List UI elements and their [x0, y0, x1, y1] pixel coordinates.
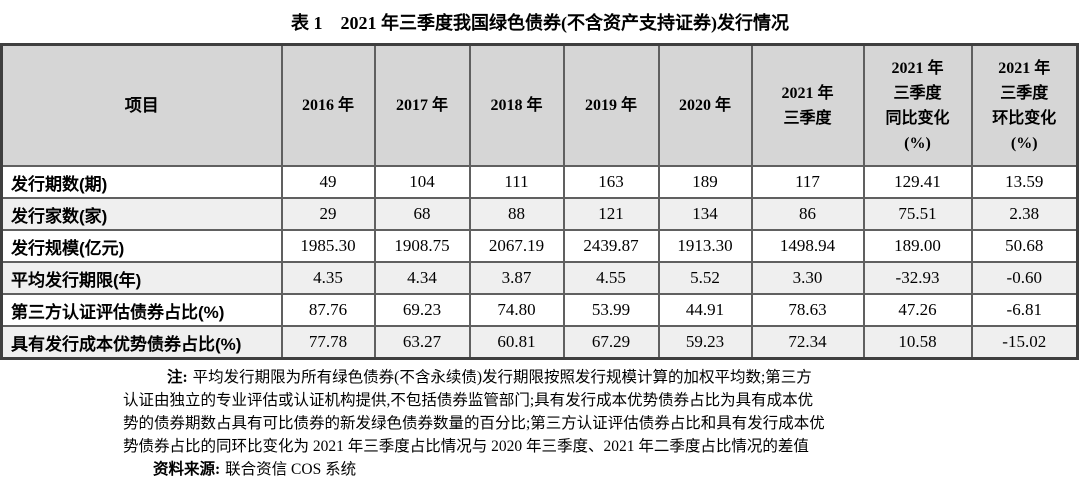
col-header-2018: 2018 年	[468, 43, 565, 167]
value-cell: 78.63	[750, 293, 865, 327]
value-cell: 59.23	[657, 325, 753, 360]
value-cell: -32.93	[862, 261, 973, 295]
value-cell: 49	[280, 165, 376, 199]
value-cell: 10.58	[862, 325, 973, 360]
value-cell: 86	[750, 197, 865, 231]
value-cell: 5.52	[657, 261, 753, 295]
value-cell: 189	[657, 165, 753, 199]
source-line: 资料来源: 联合资信 COS 系统	[123, 458, 1080, 481]
table-notes: 注: 平均发行期限为所有绿色债券(不含永续债)发行期限按照发行规模计算的加权平均数…	[123, 366, 1080, 481]
col-header-2020: 2020 年	[657, 43, 753, 167]
value-cell: 111	[468, 165, 565, 199]
row-label: 平均发行期限(年)	[0, 261, 283, 295]
col-header-2021-q3-qoq-change: 2021 年 三季度 环比变化 (%)	[970, 43, 1079, 167]
value-cell: 88	[468, 197, 565, 231]
note-line: 势债券占比的同环比变化为 2021 年三季度占比情况与 2020 年三季度、20…	[123, 438, 809, 455]
row-label: 发行期数(期)	[0, 165, 283, 199]
value-cell: 4.35	[280, 261, 376, 295]
value-cell: 68	[373, 197, 471, 231]
note-line-text: 平均发行期限为所有绿色债券(不含永续债)发行期限按照发行规模计算的加权平均数;第…	[192, 369, 812, 386]
value-cell: 29	[280, 197, 376, 231]
value-cell: 121	[562, 197, 660, 231]
value-cell: 104	[373, 165, 471, 199]
value-cell: 2439.87	[562, 229, 660, 263]
col-header-item: 项目	[0, 43, 283, 167]
value-cell: 163	[562, 165, 660, 199]
value-cell: -15.02	[970, 325, 1079, 360]
table-row: 发行期数(期) 49 104 111 163 189 117 129.41 13.59	[0, 165, 1079, 199]
row-label: 发行规模(亿元)	[0, 229, 283, 263]
table-row: 发行家数(家) 29 68 88 121 134 86 75.51 2.38	[0, 197, 1079, 231]
col-header-2016: 2016 年	[280, 43, 376, 167]
value-cell: 129.41	[862, 165, 973, 199]
value-cell: 47.26	[862, 293, 973, 327]
value-cell: 1985.30	[280, 229, 376, 263]
value-cell: 4.55	[562, 261, 660, 295]
value-cell: 3.87	[468, 261, 565, 295]
table-row: 发行规模(亿元) 1985.30 1908.75 2067.19 2439.87 1913…	[0, 229, 1079, 263]
col-header-2017: 2017 年	[373, 43, 471, 167]
row-label: 具有发行成本优势债券占比(%)	[0, 325, 283, 360]
table-title: 表 1 2021 年三季度我国绿色债券(不含资产支持证券)发行情况	[0, 0, 1080, 43]
value-cell: 72.34	[750, 325, 865, 360]
row-label: 发行家数(家)	[0, 197, 283, 231]
value-cell: 69.23	[373, 293, 471, 327]
value-cell: 87.76	[280, 293, 376, 327]
value-cell: -6.81	[970, 293, 1079, 327]
source-label: 资料来源:	[153, 461, 221, 478]
value-cell: 77.78	[280, 325, 376, 360]
value-cell: 44.91	[657, 293, 753, 327]
value-cell: 53.99	[562, 293, 660, 327]
col-header-2021-q3: 2021 年 三季度	[750, 43, 865, 167]
value-cell: 2.38	[970, 197, 1079, 231]
value-cell: 1498.94	[750, 229, 865, 263]
note-line: 注: 平均发行期限为所有绿色债券(不含永续债)发行期限按照发行规模计算的加权平均数…	[123, 366, 1080, 389]
value-cell: 4.34	[373, 261, 471, 295]
table-row: 具有发行成本优势债券占比(%) 77.78 63.27 60.81 67.29 59.23…	[0, 325, 1079, 360]
value-cell: 13.59	[970, 165, 1079, 199]
value-cell: 50.68	[970, 229, 1079, 263]
note-label: 注:	[167, 369, 188, 386]
value-cell: 74.80	[468, 293, 565, 327]
header-row: 项目 2016 年 2017 年 2018 年 2019 年 2020 年 20…	[0, 43, 1079, 167]
table-row: 平均发行期限(年) 4.35 4.34 3.87 4.55 5.52 3.30 -32.93-…	[0, 261, 1079, 295]
col-header-2019: 2019 年	[562, 43, 660, 167]
col-header-2021-q3-yoy-change: 2021 年 三季度 同比变化 (%)	[862, 43, 973, 167]
table-title-text: 2021 年三季度我国绿色债券(不含资产支持证券)发行情况	[340, 13, 790, 33]
source-text: 联合资信 COS 系统	[225, 461, 357, 478]
value-cell: 1913.30	[657, 229, 753, 263]
note-line: 认证由独立的专业评估或认证机构提供,不包括债券监管部门;具有发行成本优势债券占比…	[123, 392, 814, 409]
table-number: 表 1	[291, 13, 323, 33]
green-bond-issuance-table: 项目 2016 年 2017 年 2018 年 2019 年 2020 年 20…	[0, 43, 1079, 360]
value-cell: 2067.19	[468, 229, 565, 263]
row-label: 第三方认证评估债券占比(%)	[0, 293, 283, 327]
value-cell: 63.27	[373, 325, 471, 360]
value-cell: 117	[750, 165, 865, 199]
value-cell: 75.51	[862, 197, 973, 231]
value-cell: 60.81	[468, 325, 565, 360]
value-cell: 67.29	[562, 325, 660, 360]
value-cell: 3.30	[750, 261, 865, 295]
value-cell: -0.60	[970, 261, 1079, 295]
note-line: 势的债券期数占具有可比债券的新发绿色债券数量的百分比;第三方认证评估债券占比和具…	[123, 415, 825, 432]
table-row: 第三方认证评估债券占比(%) 87.76 69.23 74.80 53.99 44.91 7…	[0, 293, 1079, 327]
value-cell: 1908.75	[373, 229, 471, 263]
value-cell: 189.00	[862, 229, 973, 263]
value-cell: 134	[657, 197, 753, 231]
